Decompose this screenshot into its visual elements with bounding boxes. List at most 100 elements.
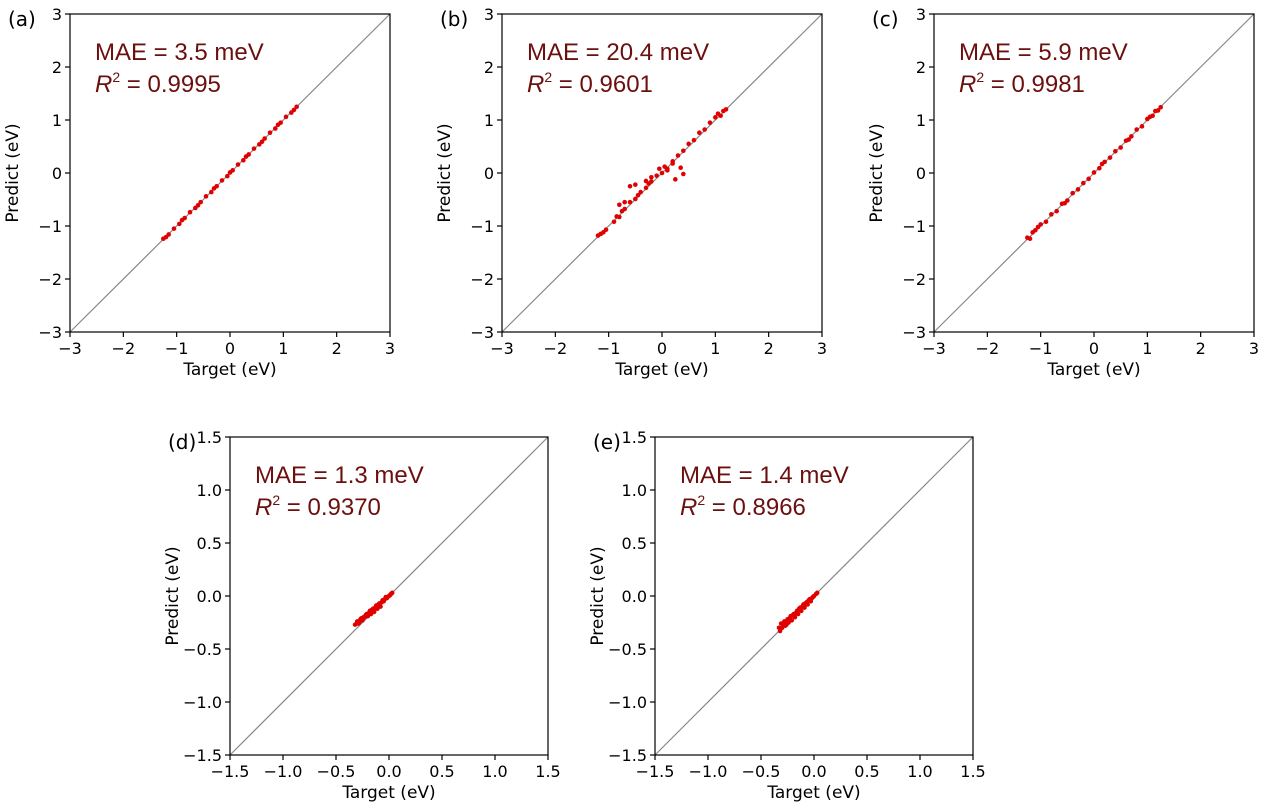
scatter-point — [662, 164, 667, 169]
y-tick-label: −1.5 — [183, 746, 222, 765]
x-tick-label: 2 — [332, 339, 342, 358]
x-tick-label: −1 — [597, 339, 621, 358]
scatter-point — [675, 153, 681, 158]
scatter-point — [787, 615, 792, 621]
y-tick-label: 2 — [484, 58, 494, 77]
scatter-point — [1147, 114, 1153, 120]
x-tick-label: 3 — [817, 339, 827, 358]
scatter-point — [211, 186, 217, 191]
scatter-point — [603, 227, 609, 233]
scatter-point — [1134, 127, 1139, 132]
scatter-point — [1027, 236, 1033, 242]
x-tick-label: 0.5 — [429, 762, 454, 781]
scatter-point — [1107, 155, 1113, 160]
x-tick-label: −1.0 — [689, 762, 728, 781]
scatter-point — [718, 113, 723, 119]
x-tick-label: 2 — [764, 339, 774, 358]
scatter-point — [1099, 161, 1105, 167]
y-tick-label: −1 — [902, 217, 926, 236]
y-tick-label: 1 — [52, 111, 62, 130]
scatter-point — [686, 141, 691, 147]
scatter-point — [635, 192, 641, 198]
r2-value: = 0.9370 — [280, 494, 381, 521]
y-tick-label: −2 — [38, 270, 62, 289]
y-tick-label: −1 — [470, 217, 494, 236]
scatter-point — [355, 621, 361, 626]
scatter-point — [1113, 148, 1118, 154]
scatter-point — [654, 173, 659, 178]
x-tick-label: 1 — [710, 339, 720, 358]
r2-value: = 0.9601 — [552, 71, 653, 98]
y-tick-label: −3 — [902, 323, 926, 342]
r2-annotation: R2 = 0.9601 — [527, 69, 653, 98]
y-axis-label: Predict (eV) — [588, 546, 608, 645]
r2-symbol: R — [527, 71, 544, 98]
scatter-point — [627, 199, 633, 205]
scatter-point — [643, 185, 649, 191]
scatter-point — [179, 217, 185, 223]
x-tick-label: 0 — [657, 339, 667, 358]
scatter-point — [1070, 190, 1075, 196]
y-tick-label: −1 — [38, 217, 62, 236]
scatter-point — [622, 206, 627, 212]
y-axis-label: Predict (eV) — [163, 546, 183, 645]
x-tick-label: −1 — [1029, 339, 1053, 358]
scatter-point — [809, 595, 815, 601]
y-axis-label: Predict (eV) — [867, 123, 887, 222]
scatter-points — [161, 104, 299, 242]
y-tick-label: 0.5 — [622, 534, 647, 553]
scatter-point — [1155, 108, 1161, 113]
r2-symbol: R — [95, 71, 112, 98]
mae-annotation: MAE = 1.4 meV — [680, 462, 849, 489]
x-tick-label: −2 — [112, 339, 136, 358]
scatter-point — [275, 122, 281, 128]
r2-annotation: R2 = 0.9995 — [95, 69, 221, 98]
x-axis-label: Target (eV) — [182, 360, 276, 380]
scatter-point — [780, 622, 786, 627]
r2-symbol: R — [959, 71, 976, 98]
r2-exponent: 2 — [272, 492, 280, 508]
y-tick-label: −2 — [470, 270, 494, 289]
x-tick-label: 0.5 — [854, 762, 879, 781]
scatter-point — [638, 189, 643, 195]
scatter-point — [377, 601, 382, 606]
y-tick-label: 3 — [916, 5, 926, 24]
scatter-point — [617, 214, 622, 220]
y-tick-label: 1 — [916, 111, 926, 130]
scatter-point — [784, 622, 789, 627]
scatter-point — [163, 234, 169, 240]
x-tick-label: −3 — [922, 339, 946, 358]
scatter-point — [691, 137, 697, 143]
scatter-point — [219, 178, 225, 183]
y-tick-label: 1.0 — [622, 481, 647, 500]
scatter-point — [633, 182, 638, 187]
scatter-point — [681, 148, 686, 154]
scatter-point — [380, 597, 385, 603]
x-tick-label: 3 — [385, 339, 395, 358]
x-tick-label: 0 — [1089, 339, 1099, 358]
x-tick-label: −2 — [544, 339, 568, 358]
scatter-points — [595, 107, 729, 238]
scatter-point — [1139, 124, 1145, 129]
panel-label: (c) — [872, 7, 899, 31]
r2-symbol: R — [680, 494, 697, 521]
panel-label: (e) — [593, 430, 621, 454]
x-tick-label: 1.0 — [907, 762, 932, 781]
y-tick-label: 1.5 — [197, 428, 222, 447]
scatter-point — [1062, 200, 1067, 206]
scatter-point — [195, 203, 201, 208]
scatter-point — [643, 178, 649, 184]
scatter-point — [665, 168, 670, 173]
scatter-point — [267, 130, 273, 136]
scatter-point — [203, 194, 209, 199]
scatter-point — [1033, 227, 1038, 233]
y-tick-label: 2 — [916, 58, 926, 77]
scatter-point — [387, 592, 393, 598]
scatter-point — [702, 127, 707, 132]
r2-annotation: R2 = 0.9981 — [959, 69, 1085, 98]
scatter-point — [657, 166, 662, 172]
y-tick-label: 0.5 — [197, 534, 222, 553]
panel-c: −3−3 −2 −2 −1 −1 0 0 1 1 2 2 3 3 Target (eV) Predict (… — [867, 5, 1259, 380]
scatter-point — [291, 107, 297, 113]
